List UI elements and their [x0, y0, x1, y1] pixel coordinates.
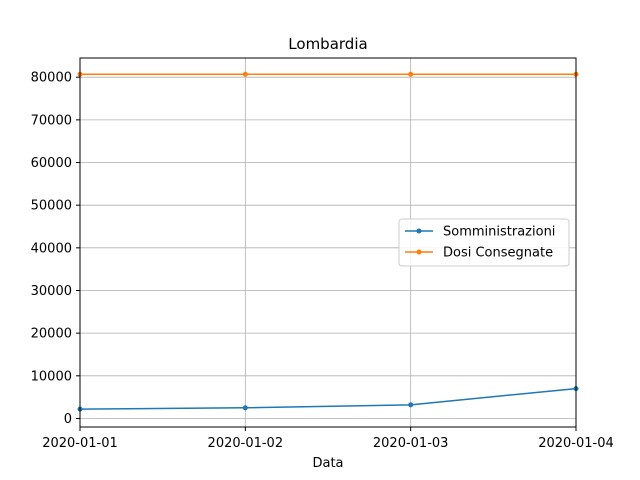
legend: Somministrazioni Dosi Consegnate	[398, 218, 570, 267]
ticks: 0 10000 20000 30000 40000 50000 60000 70000 8000…	[31, 71, 614, 451]
y-tick-label: 40000	[31, 241, 72, 256]
x-tick-label: 2020-01-03	[373, 436, 449, 451]
legend-marker-1	[416, 228, 422, 234]
legend-marker-2	[416, 249, 422, 255]
y-tick-label: 30000	[31, 284, 72, 299]
series-point-1	[242, 405, 248, 411]
series-line-1	[79, 387, 577, 410]
series-point-2	[242, 71, 248, 77]
series-point-1	[408, 402, 414, 408]
x-axis-label: Data	[312, 456, 343, 471]
legend-label-2: Dosi Consegnate	[443, 246, 553, 261]
legend-label-1: Somministrazioni	[443, 225, 555, 240]
x-tick-label: 2020-01-04	[538, 436, 614, 451]
legend-box	[398, 218, 570, 267]
chart-title: Lombardia	[288, 35, 367, 53]
series-layer	[77, 71, 579, 412]
series-point-2	[408, 71, 414, 77]
x-tick-label: 2020-01-01	[42, 436, 118, 451]
x-tick-label: 2020-01-02	[208, 436, 284, 451]
plot-frame	[79, 57, 577, 428]
y-tick-label: 60000	[31, 156, 72, 171]
y-tick-label: 50000	[31, 199, 72, 214]
y-tick-label: 80000	[31, 71, 72, 86]
y-tick-label: 0	[64, 412, 72, 427]
y-tick-label: 70000	[31, 113, 72, 128]
y-tick-label: 20000	[31, 327, 72, 342]
y-tick-label: 10000	[31, 369, 72, 384]
